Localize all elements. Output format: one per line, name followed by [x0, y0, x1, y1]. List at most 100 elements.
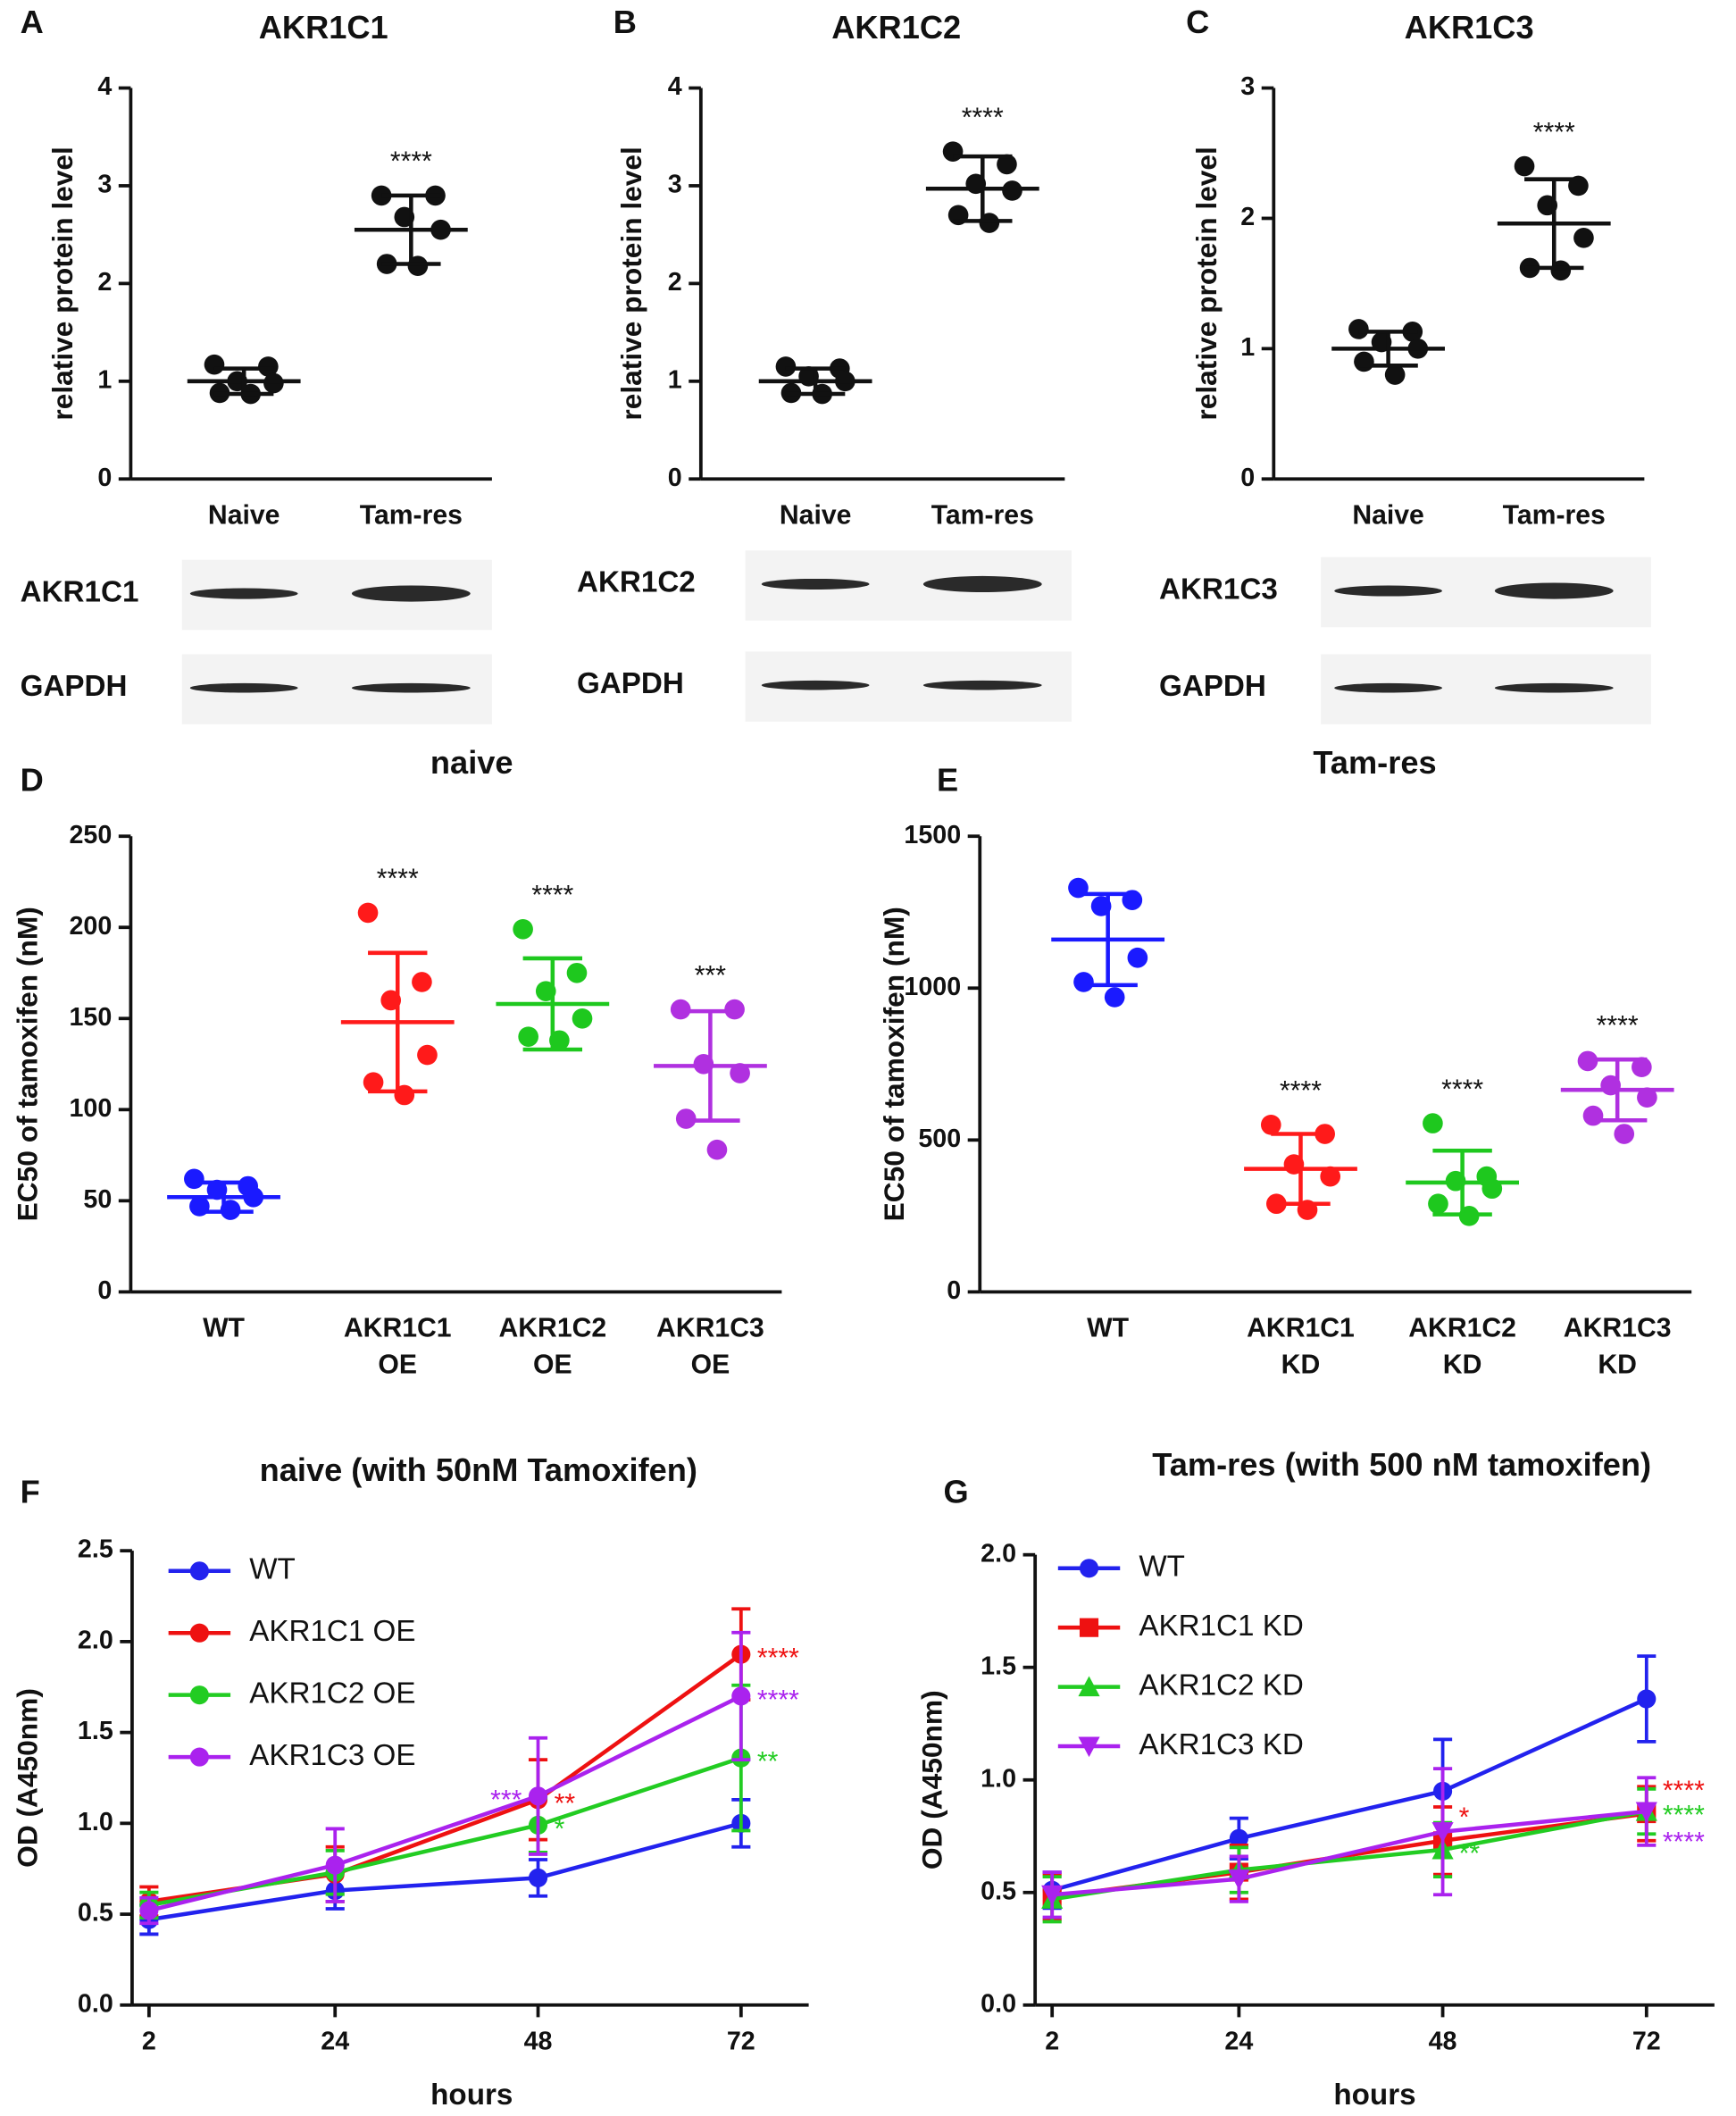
legend-label: WT — [249, 1553, 296, 1586]
data-point — [731, 1686, 751, 1706]
x-tick-label: AKR1C1 — [1247, 1314, 1355, 1343]
legend-label: AKR1C2 KD — [1139, 1669, 1303, 1702]
y-tick-label: 0.5 — [981, 1877, 1016, 1905]
y-tick-label: 2.0 — [981, 1539, 1016, 1568]
y-tick-label: 3 — [668, 171, 682, 199]
y-axis-label: EC50 of tamoxifen (nM) — [12, 907, 44, 1221]
y-tick-label: 1 — [1240, 333, 1255, 362]
data-point — [1229, 1828, 1248, 1848]
y-tick-label: 0.0 — [981, 1989, 1016, 2018]
y-tick-label: 50 — [83, 1185, 112, 1214]
blot-band — [1494, 582, 1614, 599]
blot-band — [922, 575, 1042, 593]
x-tick-label: Tam-res — [931, 500, 1034, 530]
legend-label: WT — [1139, 1551, 1185, 1584]
y-tick-label: 2 — [1240, 203, 1255, 231]
data-point — [412, 972, 432, 992]
x-tick-label: WT — [1087, 1314, 1129, 1343]
blot-label: GAPDH — [577, 667, 684, 700]
y-axis-label: OD (A450nm) — [915, 1690, 947, 1869]
panel-letter: F — [21, 1473, 40, 1510]
significance: ** — [1459, 1839, 1481, 1869]
x-tick-label: Tam-res — [1503, 500, 1606, 530]
y-tick-label: 1000 — [904, 973, 961, 1001]
y-tick-label: 4 — [97, 72, 112, 101]
significance: **** — [962, 103, 1004, 132]
x-tick-label: 24 — [321, 2028, 349, 2056]
significance: *** — [695, 961, 726, 991]
x-tick-label: Tam-res — [360, 500, 463, 530]
data-point — [1582, 1105, 1604, 1126]
data-point — [204, 354, 225, 375]
y-tick-label: 0 — [947, 1276, 961, 1305]
y-tick-label: 1 — [668, 365, 682, 394]
significance: **** — [1663, 1827, 1705, 1857]
blot-band — [922, 680, 1042, 690]
x-tick-label: 48 — [1429, 2028, 1457, 2056]
legend-marker — [189, 1623, 209, 1643]
legend-label: AKR1C3 OE — [249, 1739, 415, 1772]
chart-title: Tam-res (with 500 nM tamoxifen) — [1152, 1446, 1651, 1483]
x-tick-label: WT — [203, 1314, 245, 1343]
x-tick-label: OE — [533, 1350, 572, 1379]
legend-label: AKR1C1 OE — [249, 1615, 415, 1648]
legend-marker — [1078, 1736, 1100, 1758]
y-tick-label: 100 — [69, 1094, 112, 1123]
series-line — [1051, 1809, 1648, 1897]
y-axis-label: relative protein level — [1190, 146, 1223, 420]
data-point — [1127, 947, 1148, 968]
data-point — [1632, 1057, 1652, 1078]
blot-band — [189, 682, 298, 693]
y-axis-label: relative protein level — [46, 146, 79, 420]
x-tick-label: 72 — [727, 2028, 755, 2056]
y-axis-label: EC50 of tamoxifen (nM) — [878, 907, 910, 1221]
blot-band — [189, 588, 298, 599]
chart-title: AKR1C1 — [259, 9, 388, 46]
y-tick-label: 3 — [1240, 72, 1255, 101]
legend-label: AKR1C3 KD — [1139, 1728, 1303, 1761]
x-axis-label: hours — [1333, 2078, 1415, 2112]
data-point — [1348, 319, 1369, 339]
data-point — [325, 1855, 345, 1875]
data-point — [1041, 1885, 1064, 1906]
y-tick-label: 1.0 — [78, 1808, 113, 1836]
data-point — [1635, 1802, 1657, 1823]
chart-title: naive — [430, 744, 513, 781]
panel-letter: B — [613, 4, 637, 40]
significance: * — [1459, 1803, 1470, 1833]
data-point — [1384, 364, 1406, 385]
x-tick-label: 2 — [1045, 2028, 1059, 2056]
y-tick-label: 0 — [668, 464, 682, 492]
data-point — [1637, 1087, 1657, 1108]
significance: **** — [757, 1643, 799, 1673]
data-point — [518, 1026, 538, 1048]
y-axis-label: relative protein level — [615, 146, 647, 420]
series-line — [1051, 1809, 1648, 1902]
data-point — [1320, 1166, 1341, 1187]
data-point — [997, 154, 1017, 175]
x-axis-label: hours — [430, 2078, 513, 2112]
legend-marker — [1079, 1618, 1099, 1637]
series-line — [148, 1694, 742, 1913]
data-point — [513, 918, 533, 940]
significance: **** — [1663, 1801, 1705, 1830]
significance: **** — [1533, 118, 1575, 147]
data-point — [1260, 1114, 1281, 1135]
data-point — [1614, 1124, 1635, 1144]
data-point — [1573, 228, 1594, 248]
x-tick-label: 72 — [1632, 2028, 1661, 2056]
y-tick-label: 1500 — [904, 821, 961, 849]
data-point — [1423, 1113, 1443, 1133]
data-point — [730, 1063, 750, 1083]
blot-band — [761, 680, 870, 690]
y-tick-label: 500 — [918, 1125, 961, 1153]
series-line — [148, 1821, 742, 1922]
legend-marker — [189, 1747, 209, 1767]
blot-label: GAPDH — [21, 670, 128, 703]
data-point — [1637, 1689, 1657, 1709]
x-tick-label: AKR1C3 — [1564, 1314, 1672, 1343]
chart-title: AKR1C2 — [831, 9, 961, 46]
blot-band — [351, 585, 471, 602]
data-point — [566, 962, 588, 983]
